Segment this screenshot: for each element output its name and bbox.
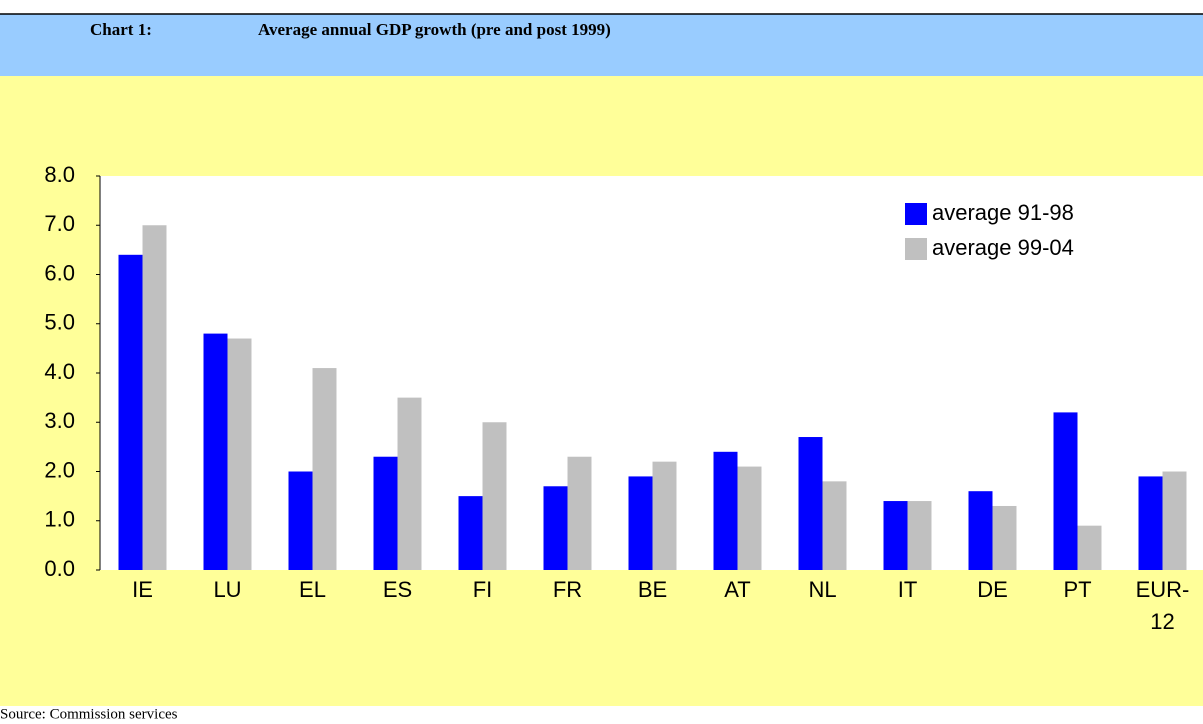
x-tick-label: IE [132,577,153,602]
y-tick-label: 2.0 [44,457,75,482]
legend-label: average 91-98 [932,200,1074,225]
x-tick-label: FI [472,577,493,602]
chart-number: Chart 1: [90,20,152,39]
bar [567,456,592,570]
x-tick-label: PT [1063,577,1092,602]
bar [1138,476,1163,570]
bar [1053,412,1078,570]
y-tick-label: 8.0 [44,162,75,187]
bar [652,461,677,570]
legend-swatch [905,203,927,225]
x-tick-label: DE [977,577,1008,602]
y-tick-label: 5.0 [44,310,75,335]
y-tick-label: 3.0 [44,408,75,433]
bar [968,491,993,570]
legend-label: average 99-04 [932,235,1074,260]
x-tick-label: FR [552,577,583,602]
bar [1077,525,1102,570]
bar [713,451,738,570]
bar [992,505,1017,570]
bar [543,486,568,570]
x-tick-label: BE [637,577,668,602]
header-band [0,14,1203,76]
bar [883,501,908,570]
y-tick-label: 6.0 [44,260,75,285]
x-tick-label: ES [382,577,413,602]
bar [118,254,143,571]
bar [288,471,313,570]
y-tick-label: 7.0 [44,211,75,236]
legend-swatch [905,238,927,260]
bar [907,501,932,570]
x-tick-label: IT [897,577,918,602]
bar [397,397,422,570]
bar [822,481,847,570]
x-tick-label: NL [808,577,837,602]
y-tick-label: 1.0 [44,507,75,532]
x-tick-label: EUR-12 [1135,577,1190,634]
y-tick-label: 4.0 [44,359,75,384]
bar [1162,471,1187,570]
y-tick-label: 0.0 [44,556,75,581]
bar [373,456,398,570]
bar [737,466,762,570]
x-tick-label: LU [213,577,242,602]
bar [203,333,228,570]
bar [628,476,653,570]
bar [458,496,483,570]
source-note: Source: Commission services [0,706,178,722]
x-tick-label: EL [299,577,326,602]
bar [798,437,823,570]
bar [142,225,167,570]
chart-title: Average annual GDP growth (pre and post … [258,20,611,39]
bar [312,368,337,570]
bar [482,422,507,570]
x-tick-label: AT [724,577,751,602]
bar [227,338,252,570]
